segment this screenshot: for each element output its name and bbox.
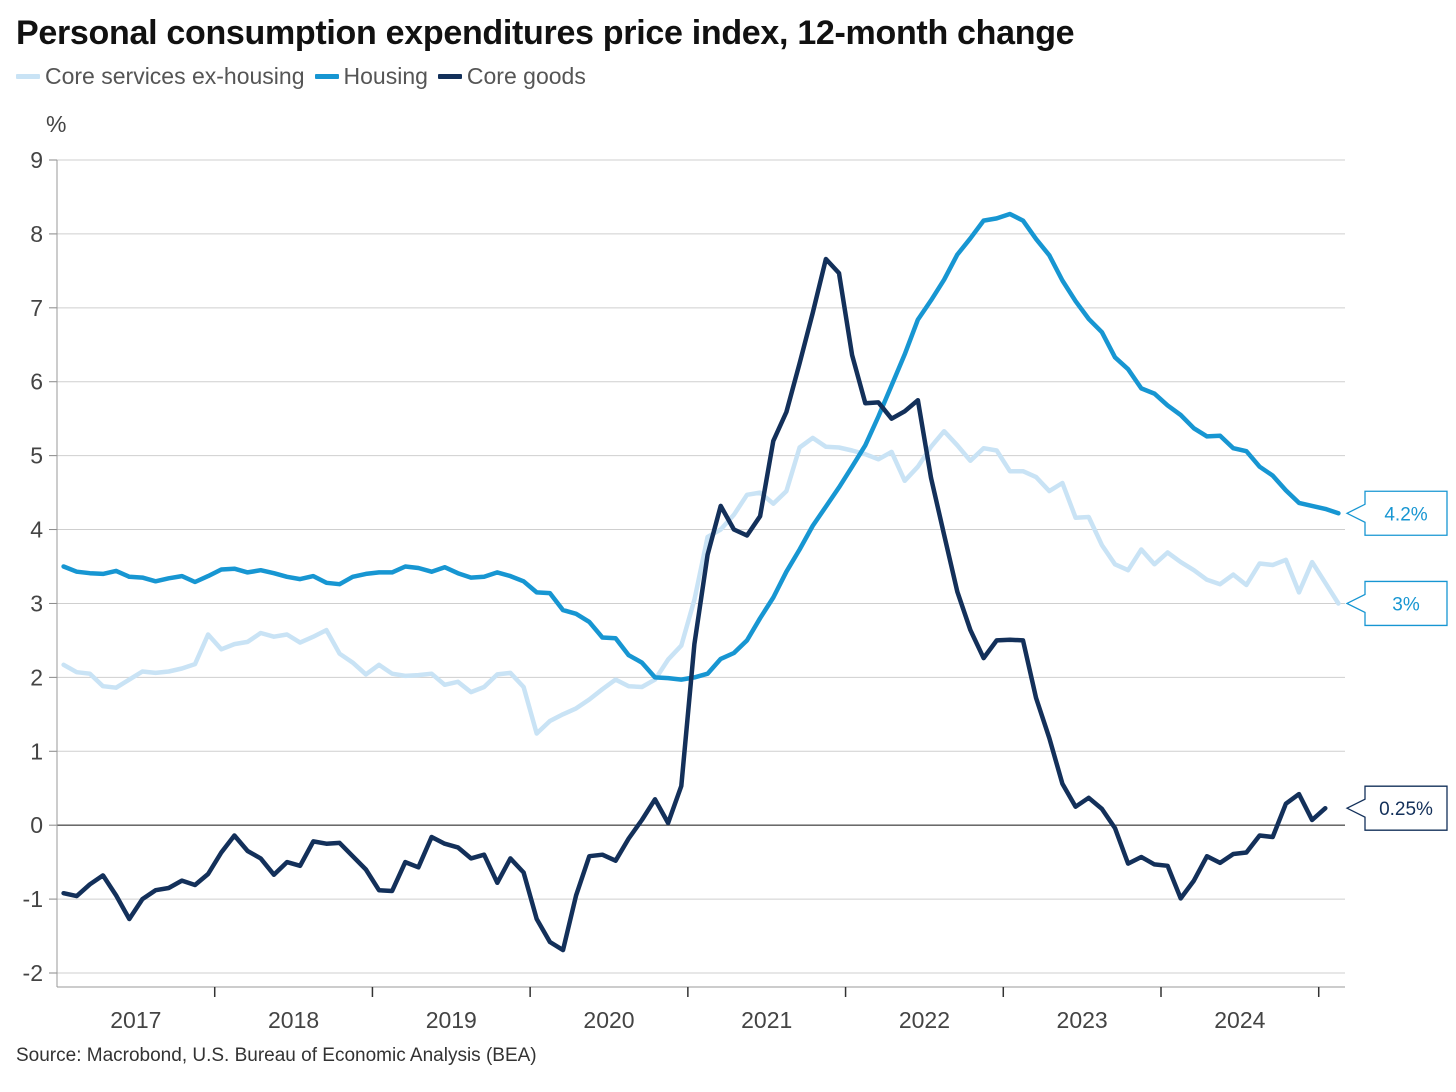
y-tick-label: 3 <box>30 590 43 616</box>
x-tick-label: 2020 <box>583 1007 634 1033</box>
x-tick-label: 2019 <box>426 1007 477 1033</box>
x-tick-label: 2021 <box>741 1007 792 1033</box>
legend-swatch-core-services-ex-housing <box>16 73 40 79</box>
end-value-callout-housing: 4.2% <box>1345 490 1448 536</box>
y-tick-label: 5 <box>30 443 43 469</box>
callout-box <box>1345 490 1448 536</box>
y-tick-label: 6 <box>30 369 43 395</box>
legend-item-core-services-ex-housing: Core services ex-housing <box>16 63 305 90</box>
source-note: Source: Macrobond, U.S. Bureau of Econom… <box>16 1045 537 1066</box>
chart-title: Personal consumption expenditures price … <box>16 14 1075 52</box>
legend-swatch-core-goods <box>437 73 462 79</box>
legend-label-housing: Housing <box>343 62 428 89</box>
callout-box <box>1345 580 1448 627</box>
legend-label-core-services-ex-housing: Core services ex-housing <box>45 62 305 89</box>
legend-item-core-goods: Core goods <box>437 62 586 90</box>
y-tick-label: 2 <box>30 664 43 690</box>
y-tick-label: 7 <box>30 295 43 321</box>
legend-item-housing: Housing <box>314 62 428 90</box>
legend: Core services ex-housing Housing Core go… <box>16 60 596 92</box>
callout-label: 3% <box>1392 594 1420 615</box>
y-tick-label: 8 <box>30 221 43 247</box>
x-tick-label: 2024 <box>1214 1007 1265 1033</box>
y-tick-label: 4 <box>30 517 43 543</box>
line-chart: -2 -1 0 1 2 3 4 5 6 7 8 9% 2017 2018 2019 2020 2021 2022 2… <box>23 111 1448 1033</box>
end-value-callout-core-goods: 0.25% <box>1345 785 1448 831</box>
callout-label: 0.25% <box>1379 799 1433 820</box>
x-tick-label: 2022 <box>899 1007 950 1033</box>
y-tick-label: -2 <box>23 960 43 986</box>
series-line-housing <box>61 211 1341 682</box>
x-tick-label: 2017 <box>110 1007 161 1033</box>
end-value-callout-core-services-ex-housing: 3% <box>1345 580 1448 627</box>
callout-box <box>1345 785 1448 831</box>
y-axis-unit-label: % <box>46 111 66 137</box>
y-tick-label: 0 <box>30 812 43 838</box>
x-tick-label: 2018 <box>268 1007 319 1033</box>
x-tick-label: 2023 <box>1057 1007 1108 1033</box>
series-line-core-services-ex-housing <box>61 428 1341 736</box>
y-tick-label: -1 <box>23 886 43 912</box>
y-tick-label: 1 <box>30 738 43 764</box>
legend-swatch-housing <box>314 73 339 79</box>
legend-label-core-goods: Core goods <box>466 62 586 89</box>
y-tick-label: 9 <box>30 147 43 173</box>
callout-label: 4.2% <box>1384 504 1427 525</box>
series-line-core-goods <box>61 256 1328 953</box>
